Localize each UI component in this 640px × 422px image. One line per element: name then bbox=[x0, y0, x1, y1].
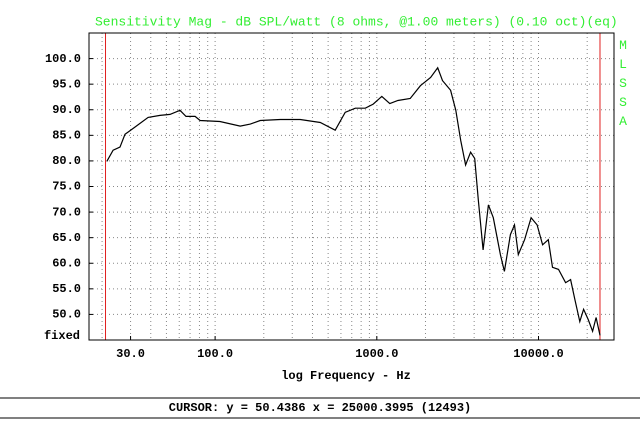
x-tick-label: 100.0 bbox=[197, 347, 233, 361]
y-tick-label: 70.0 bbox=[52, 205, 81, 219]
y-tick-label: 50.0 bbox=[52, 308, 81, 322]
chart-title: Sensitivity Mag - dB SPL/watt (8 ohms, @… bbox=[95, 14, 618, 29]
y-tick-label: 90.0 bbox=[52, 103, 81, 117]
cursor-readout: CURSOR: y = 50.4386 x = 25000.3995 (1249… bbox=[169, 401, 471, 415]
y-tick-label: 80.0 bbox=[52, 154, 81, 168]
x-tick-label: 1000.0 bbox=[355, 347, 398, 361]
y-tick-label: 65.0 bbox=[52, 231, 81, 245]
x-axis-label: log Frequency - Hz bbox=[281, 369, 411, 383]
y-tick-label: 100.0 bbox=[45, 52, 81, 66]
x-tick-label: 10000.0 bbox=[513, 347, 563, 361]
y-tick-label: 75.0 bbox=[52, 180, 81, 194]
y-tick-label: 55.0 bbox=[52, 282, 81, 296]
y-tick-label: 60.0 bbox=[52, 256, 81, 270]
side-label: MLSSA bbox=[616, 38, 631, 133]
data-line bbox=[106, 66, 601, 336]
y-tick-label: 95.0 bbox=[52, 77, 81, 91]
x-tick-label: 30.0 bbox=[116, 347, 145, 361]
corner-label: fixed bbox=[44, 329, 80, 343]
y-tick-label: 85.0 bbox=[52, 129, 81, 143]
plot-frame bbox=[88, 32, 615, 341]
